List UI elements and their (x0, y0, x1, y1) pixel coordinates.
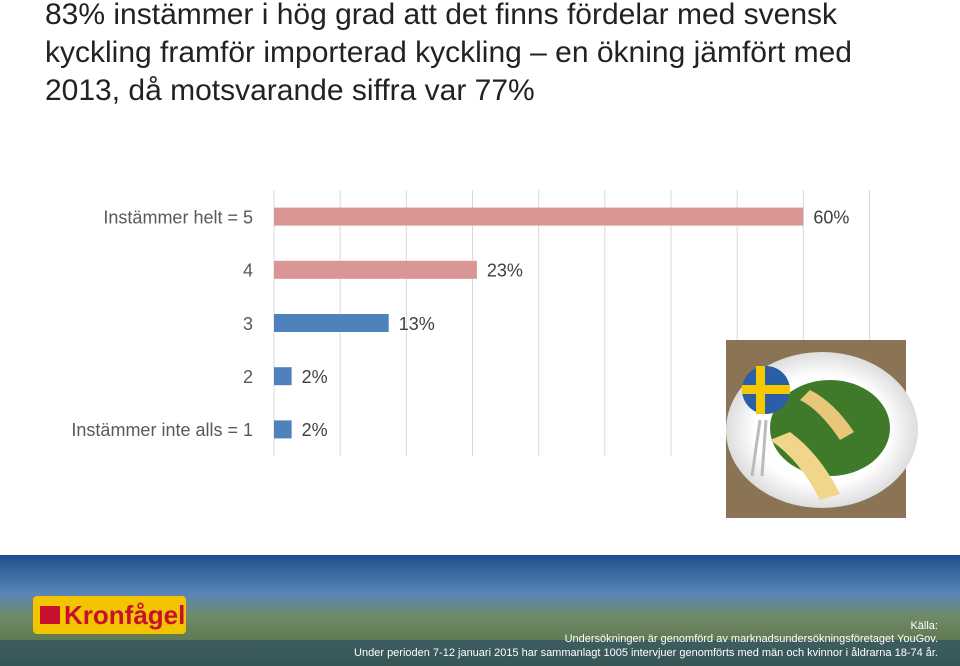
source-line: Under perioden 7-12 januari 2015 har sam… (354, 647, 938, 659)
chart-title: 83% instämmer i hög grad att det finns f… (45, 0, 852, 107)
y-tick-label: 4 (243, 261, 253, 281)
y-tick-label: 3 (243, 314, 253, 334)
bar (274, 314, 389, 332)
value-label: 23% (487, 261, 523, 281)
y-tick-label: Instämmer inte alls = 1 (71, 420, 253, 440)
bar (274, 367, 292, 386)
value-label: 60% (813, 207, 849, 227)
logo-text: Kronfågel (64, 600, 185, 630)
source-heading: Källa: (910, 620, 938, 632)
y-tick-label: 2 (243, 367, 253, 387)
value-label: 2% (302, 367, 328, 387)
bar (274, 260, 477, 279)
bar (274, 420, 292, 439)
food-photo (726, 340, 918, 518)
value-label: 13% (399, 314, 435, 334)
source-line: Undersökningen är genomförd av marknadsu… (565, 633, 938, 645)
value-label: 2% (302, 420, 328, 440)
bar (274, 207, 804, 226)
footer: Kronfågel Källa: Undersökningen är genom… (0, 555, 960, 666)
y-tick-label: Instämmer helt = 5 (103, 207, 253, 227)
